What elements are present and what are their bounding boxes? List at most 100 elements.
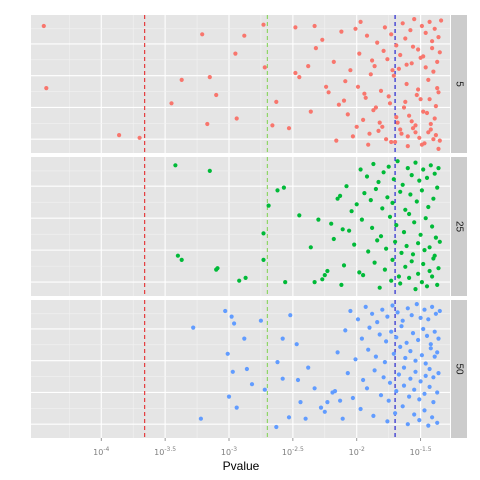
data-point bbox=[370, 225, 375, 230]
data-point bbox=[385, 57, 390, 62]
data-point bbox=[382, 360, 387, 365]
data-point bbox=[349, 209, 354, 214]
data-point bbox=[353, 357, 358, 362]
data-point bbox=[341, 98, 347, 103]
data-point bbox=[407, 211, 412, 217]
data-point bbox=[435, 420, 440, 425]
data-point bbox=[413, 123, 418, 128]
data-point bbox=[378, 234, 384, 239]
data-point bbox=[428, 121, 433, 127]
data-point bbox=[416, 241, 421, 246]
data-point bbox=[401, 383, 407, 388]
data-point bbox=[428, 127, 433, 132]
data-point bbox=[214, 267, 219, 272]
data-point bbox=[262, 65, 267, 70]
data-point bbox=[320, 37, 325, 42]
data-point bbox=[419, 353, 424, 358]
data-point bbox=[200, 32, 205, 37]
data-point bbox=[408, 376, 413, 381]
data-point bbox=[308, 109, 313, 114]
data-point bbox=[386, 164, 391, 169]
data-point bbox=[424, 333, 430, 338]
data-point bbox=[232, 321, 237, 326]
data-point bbox=[430, 304, 435, 309]
data-point bbox=[370, 58, 375, 63]
data-point bbox=[384, 137, 389, 142]
data-point bbox=[393, 139, 398, 145]
data-point bbox=[419, 142, 424, 147]
data-point bbox=[377, 285, 382, 290]
data-point bbox=[303, 416, 308, 421]
data-point bbox=[393, 239, 398, 244]
data-point bbox=[426, 77, 431, 82]
data-point bbox=[410, 252, 416, 257]
data-point bbox=[414, 302, 419, 307]
data-point bbox=[422, 391, 427, 396]
data-point bbox=[437, 138, 442, 143]
data-point bbox=[258, 318, 263, 323]
data-point bbox=[405, 166, 410, 171]
data-point bbox=[433, 235, 438, 240]
data-point bbox=[398, 344, 403, 349]
facet-strip bbox=[451, 157, 467, 296]
data-point bbox=[431, 375, 436, 380]
data-point bbox=[375, 238, 380, 243]
data-point bbox=[340, 416, 345, 421]
data-point bbox=[405, 306, 410, 311]
data-point bbox=[410, 44, 416, 49]
data-point bbox=[391, 73, 396, 78]
facet-strip-label: 50 bbox=[454, 363, 465, 375]
data-point bbox=[427, 268, 432, 274]
data-point bbox=[439, 18, 444, 23]
facet-panel-5: 5 bbox=[31, 15, 467, 153]
data-point bbox=[261, 22, 266, 27]
data-point bbox=[428, 163, 433, 168]
data-point bbox=[401, 230, 407, 235]
data-point bbox=[416, 337, 421, 343]
data-point bbox=[362, 191, 367, 196]
data-point bbox=[409, 259, 414, 264]
data-point bbox=[214, 92, 219, 98]
data-point bbox=[412, 387, 417, 392]
data-point bbox=[421, 167, 426, 172]
data-point bbox=[405, 422, 410, 427]
data-point bbox=[368, 198, 373, 203]
data-point bbox=[274, 99, 279, 104]
data-point bbox=[355, 84, 361, 89]
data-point bbox=[400, 404, 405, 409]
data-point bbox=[419, 23, 424, 29]
data-point bbox=[436, 266, 441, 271]
data-point bbox=[405, 134, 410, 139]
facet-panel-25: 25 bbox=[31, 157, 467, 296]
data-point bbox=[391, 177, 396, 182]
data-point bbox=[313, 46, 318, 51]
data-point bbox=[286, 126, 292, 131]
data-point bbox=[348, 308, 353, 314]
data-point bbox=[414, 92, 419, 98]
data-point bbox=[437, 50, 442, 55]
data-point bbox=[410, 126, 416, 131]
data-point bbox=[378, 88, 384, 93]
data-point bbox=[427, 384, 432, 389]
data-point bbox=[230, 369, 235, 374]
data-point bbox=[431, 256, 436, 261]
data-point bbox=[343, 328, 348, 333]
data-point bbox=[331, 59, 336, 64]
data-point bbox=[280, 336, 285, 341]
data-point bbox=[426, 423, 431, 428]
data-point bbox=[370, 311, 375, 316]
data-point bbox=[400, 182, 405, 187]
data-point bbox=[373, 105, 378, 110]
x-tick-label: 10-3.5 bbox=[154, 446, 176, 457]
data-point bbox=[421, 261, 426, 267]
data-point bbox=[413, 369, 418, 374]
data-point bbox=[361, 273, 366, 278]
data-point bbox=[205, 121, 210, 127]
data-point bbox=[430, 39, 435, 44]
data-point bbox=[281, 185, 286, 190]
data-point bbox=[381, 48, 386, 54]
data-point bbox=[169, 101, 174, 106]
data-point bbox=[431, 400, 436, 405]
data-point bbox=[312, 386, 317, 391]
data-point bbox=[394, 115, 399, 120]
